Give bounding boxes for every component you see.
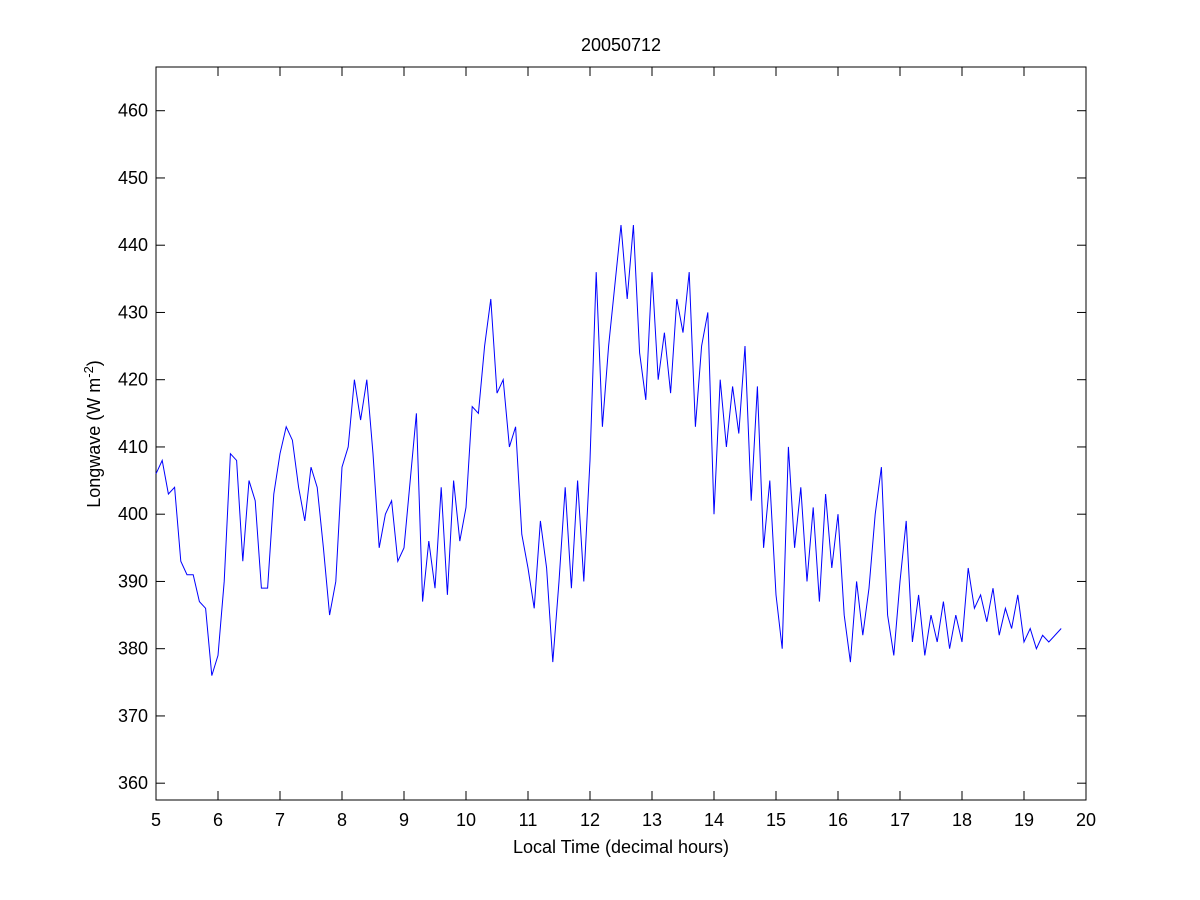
x-tick-label: 11 [519,810,538,830]
x-tick-label: 20 [1076,810,1096,830]
y-tick-label: 420 [118,370,148,390]
plot-frame [155,66,1087,801]
x-tick-label: 13 [642,810,662,830]
x-tick-label: 16 [828,810,848,830]
x-tick-label: 6 [213,810,223,830]
x-tick-label: 9 [399,810,409,830]
y-tick-label: 360 [118,773,148,793]
x-tick-label: 8 [337,810,347,830]
y-axis-label-sup: -2 [81,366,96,378]
y-tick-label: 440 [118,235,148,255]
x-tick-label: 10 [456,810,476,830]
data-line [155,224,1062,676]
y-tick-label: 430 [118,302,148,322]
x-tick-label: 17 [890,810,910,830]
x-tick-label: 5 [151,810,161,830]
y-tick-label: 460 [118,101,148,121]
x-axis-label: Local Time (decimal hours) [513,837,729,857]
y-tick-label: 370 [118,706,148,726]
y-axis-label-end: ) [84,360,104,366]
y-tick-label: 380 [118,639,148,659]
chart-title: 20050712 [581,35,661,55]
x-tick-label: 7 [275,810,285,830]
y-axis-label: Longwave (W m-2) [81,360,104,508]
x-tick-label: 12 [580,810,600,830]
x-tick-label: 19 [1014,810,1034,830]
y-tick-label: 390 [118,571,148,591]
x-tick-label: 14 [704,810,724,830]
y-tick-label: 400 [118,504,148,524]
x-tick-label: 15 [766,810,786,830]
y-axis-label-main: Longwave (W m [84,378,104,508]
x-tick-label: 18 [952,810,972,830]
y-tick-label: 450 [118,168,148,188]
y-tick-label: 410 [118,437,148,457]
